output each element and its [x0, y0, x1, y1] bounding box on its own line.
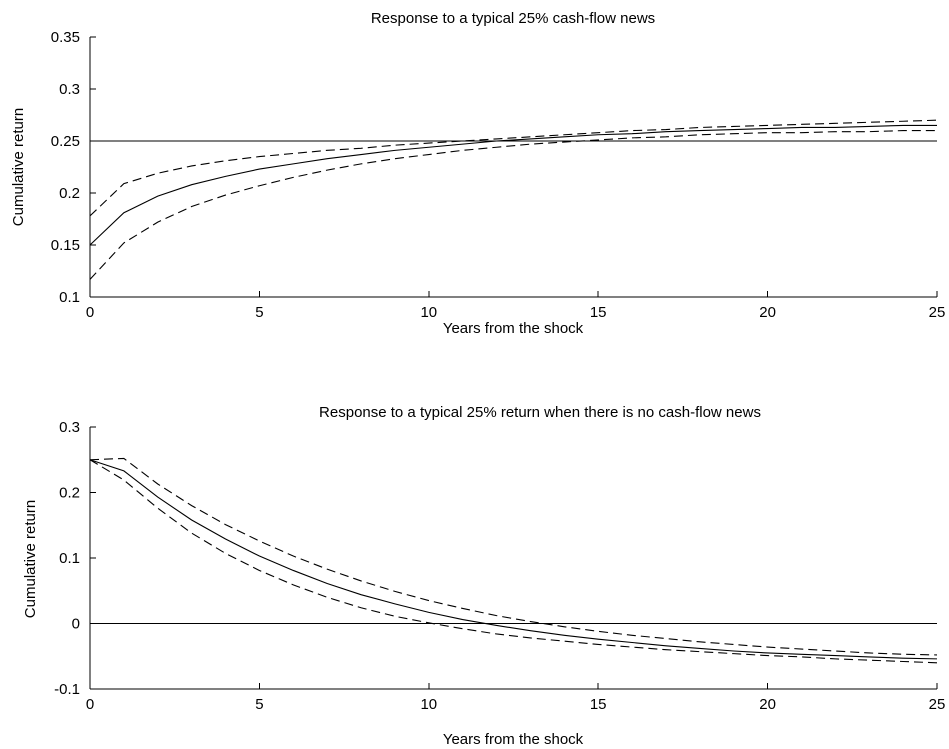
y-tick-label: 0.2 [59, 485, 80, 502]
y-tick-label: 0.3 [59, 81, 80, 98]
x-tick-label: 25 [929, 696, 946, 713]
y-tick-label: 0.1 [59, 289, 80, 306]
y-tick-label: 0.15 [51, 237, 80, 254]
x-tick-label: 10 [420, 304, 437, 321]
y-tick-label: 0.25 [51, 133, 80, 150]
y-tick-label: 0.1 [59, 550, 80, 567]
tick-marks: 0 5 10 15 20 25 -0.1 0 0.1 0.2 0.3 [54, 419, 945, 713]
confidence-band-line [89, 119, 938, 217]
x-axis-label: Years from the shock [443, 320, 584, 337]
x-tick-label: 0 [86, 304, 94, 321]
x-tick-label: 15 [590, 304, 607, 321]
y-tick-label: -0.1 [54, 681, 80, 698]
y-axis-label: Cumulative return [22, 500, 39, 618]
x-tick-label: 0 [86, 696, 94, 713]
response-line [89, 124, 937, 246]
tick-marks: 0 5 10 15 20 25 0.1 0.15 0.2 0.25 0.3 0.35 [51, 29, 946, 321]
chart-title: Response to a typical 25% return when th… [319, 404, 761, 421]
x-tick-label: 20 [759, 696, 776, 713]
x-axis-label: Years from the shock [443, 731, 584, 748]
x-tick-label: 5 [255, 304, 263, 321]
y-axis-label: Cumulative return [10, 108, 27, 226]
x-tick-label: 5 [255, 696, 263, 713]
series-group [89, 119, 938, 280]
x-tick-label: 25 [929, 304, 946, 321]
series-group [89, 457, 938, 664]
return-no-cash-flow-news-chart: Response to a typical 25% return when th… [22, 404, 945, 748]
y-tick-label: 0 [72, 616, 80, 633]
confidence-band-line [89, 459, 938, 664]
response-line [89, 459, 938, 660]
x-tick-label: 15 [590, 696, 607, 713]
x-tick-label: 10 [420, 696, 437, 713]
chart-title: Response to a typical 25% cash-flow news [371, 10, 655, 27]
y-tick-label: 0.35 [51, 29, 80, 46]
confidence-band-line [89, 130, 937, 280]
y-tick-label: 0.2 [59, 185, 80, 202]
confidence-band-line [89, 457, 938, 656]
y-tick-label: 0.3 [59, 419, 80, 436]
x-tick-label: 20 [759, 304, 776, 321]
cash-flow-news-chart: Response to a typical 25% cash-flow news… [10, 10, 945, 337]
